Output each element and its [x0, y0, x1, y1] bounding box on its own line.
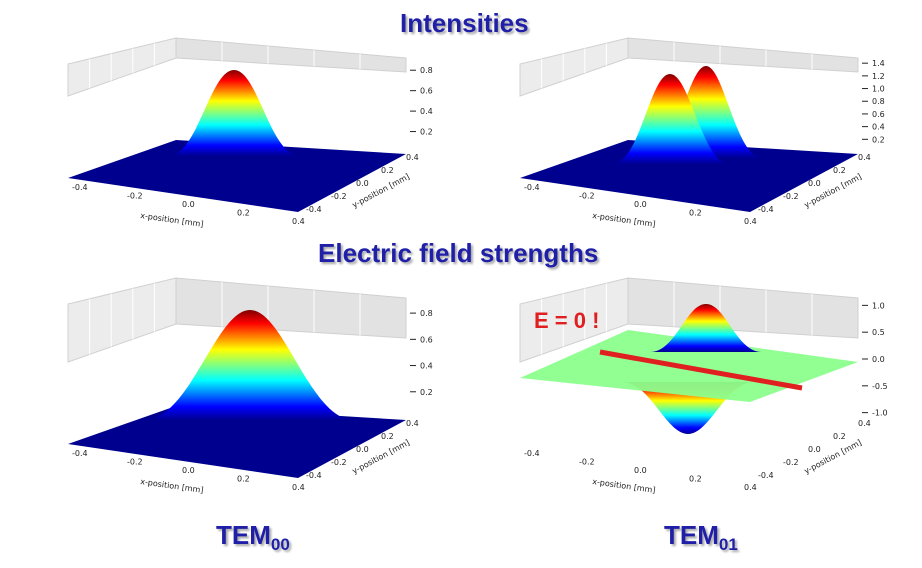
z-tick-label: 0.4 — [420, 362, 433, 371]
z-tick-label: 1.0 — [872, 85, 885, 94]
z-tick-label: 0.4 — [872, 123, 885, 132]
x-tick-label: 0.4 — [744, 483, 757, 492]
x-tick-label: -0.2 — [579, 192, 595, 201]
y-axis-label: y-position [mm] — [803, 438, 863, 476]
y-tick-label: -0.2 — [783, 458, 799, 467]
x-axis-label: x-position [mm] — [140, 211, 204, 229]
x-tick-label: -0.2 — [127, 192, 143, 201]
y-tick-label: -0.2 — [783, 192, 799, 201]
back-wall-left — [67, 37, 177, 97]
node-line — [599, 349, 803, 391]
y-tick-label: -0.4 — [306, 471, 322, 480]
back-wall-right — [175, 277, 407, 339]
x-tick-label: -0.2 — [127, 458, 143, 467]
z-tick-label: 0.4 — [420, 107, 433, 116]
x-tick-label: 0.0 — [634, 466, 647, 475]
z-tick-label: 0.0 — [872, 355, 885, 364]
x-axis-label: x-position [mm] — [592, 211, 656, 229]
z-tick-label: 0.6 — [872, 110, 885, 119]
x-tick-label: 0.0 — [182, 466, 195, 475]
x-tick-label: 0.2 — [237, 209, 250, 218]
y-tick-label: -0.2 — [331, 192, 347, 201]
z-tick-label: 1.4 — [872, 59, 885, 68]
y-tick-label: -0.4 — [758, 205, 774, 214]
z-tick-label: 0.8 — [420, 309, 433, 318]
z-tick-label: 0.2 — [420, 128, 433, 137]
x-tick-label: -0.4 — [72, 183, 88, 192]
y-tick-label: 0.0 — [356, 445, 369, 454]
lobe-front — [612, 74, 730, 164]
mode-base: TEM — [664, 520, 719, 550]
y-tick-label: 0.0 — [356, 179, 369, 188]
z-tick-label: 0.8 — [872, 97, 885, 106]
x-tick-label: -0.4 — [72, 449, 88, 458]
back-wall-left — [519, 37, 629, 97]
y-tick-label: 0.4 — [406, 419, 419, 428]
plot-tem00-field: -0.4 -0.2 0.0 0.2 0.4 x-position [mm] -0.4 -0.2… — [67, 277, 433, 495]
y-tick-label: 0.2 — [381, 166, 394, 175]
z-tick-label: 0.8 — [420, 66, 433, 75]
mode-base: TEM — [216, 520, 271, 550]
x-tick-label: 0.2 — [689, 209, 702, 218]
back-wall-left — [67, 277, 177, 363]
surface-floor — [68, 406, 406, 478]
y-tick-label: -0.2 — [331, 458, 347, 467]
zero-field-annotation: E = 0 ! — [534, 308, 600, 333]
mode-label-tem00: TEM00 — [216, 520, 290, 555]
surface-floor — [68, 140, 406, 212]
field-strengths-heading: Electric field strengths — [318, 238, 599, 268]
intensities-heading: Intensities — [400, 8, 529, 38]
x-tick-label: 0.4 — [292, 483, 305, 492]
y-tick-label: 0.0 — [808, 445, 821, 454]
y-tick-label: 0.4 — [858, 419, 871, 428]
z-tick-label: 0.6 — [420, 87, 433, 96]
x-tick-label: 0.4 — [292, 217, 305, 226]
x-tick-label: 0.4 — [744, 217, 757, 226]
z-tick-label: 0.2 — [420, 388, 433, 397]
z-tick-label: -1.0 — [872, 409, 888, 418]
z-tick-label: 1.2 — [872, 72, 885, 81]
z-tick-label: -0.5 — [872, 382, 888, 391]
x-tick-label: 0.2 — [237, 475, 250, 484]
y-tick-label: 0.2 — [833, 166, 846, 175]
y-tick-label: 0.2 — [381, 432, 394, 441]
back-wall-right — [627, 37, 859, 73]
y-tick-label: 0.0 — [808, 179, 821, 188]
gaussian-peak — [168, 70, 300, 156]
y-tick-label: 0.2 — [833, 432, 846, 441]
z-tick-label: 0.6 — [420, 335, 433, 344]
plot-tem00-intensity: -0.4 -0.2 0.0 0.2 0.4 x-position [mm] -0.4 -0.2… — [67, 37, 433, 229]
y-tick-label: 0.4 — [858, 153, 871, 162]
x-tick-label: 0.0 — [182, 200, 195, 209]
positive-lobe — [650, 304, 762, 352]
z-tick-label: 0.2 — [872, 135, 885, 144]
mode-subscript: 01 — [718, 535, 738, 555]
z-tick-label: 1.0 — [872, 301, 885, 310]
x-tick-label: -0.2 — [579, 458, 595, 467]
y-tick-label: -0.4 — [306, 205, 322, 214]
x-axis-label: x-position [mm] — [592, 477, 656, 495]
back-wall-right — [175, 37, 407, 73]
mode-label-tem01: TEM01 — [664, 520, 738, 555]
y-tick-label: 0.4 — [406, 153, 419, 162]
surface-floor — [520, 140, 858, 212]
back-wall-right — [627, 277, 859, 339]
mode-subscript: 00 — [270, 535, 290, 555]
z-tick-label: 0.5 — [872, 328, 885, 337]
x-tick-label: -0.4 — [524, 183, 540, 192]
x-tick-label: -0.4 — [524, 449, 540, 458]
plot-tem01-field: -0.4 -0.2 0.0 0.2 0.4 x-position [mm] -0.4 -0.2… — [519, 277, 888, 495]
x-axis-label: x-position [mm] — [140, 477, 204, 495]
x-tick-label: 0.2 — [689, 475, 702, 484]
gaussian-peak — [144, 310, 354, 420]
plot-tem01-intensity: -0.4-0.20.00.20.4x-position [mm]-0.4-0.2… — [519, 37, 885, 229]
x-tick-label: 0.0 — [634, 200, 647, 209]
y-tick-label: -0.4 — [758, 471, 774, 480]
